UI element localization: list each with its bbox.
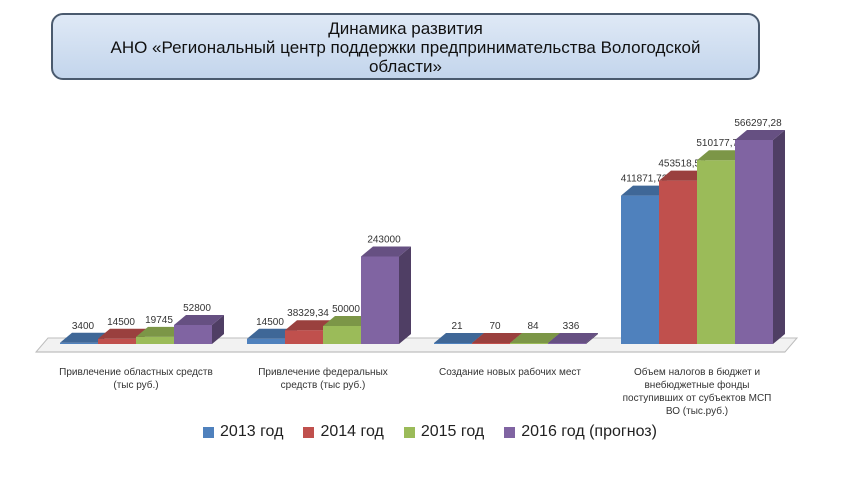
data-label: 84 (527, 321, 539, 332)
legend-swatch (504, 426, 516, 438)
data-label: 21 (451, 321, 463, 332)
legend-label: 2014 год (320, 423, 384, 440)
legend-item: 2014 год (303, 423, 384, 441)
data-label: 14500 (107, 317, 135, 328)
data-label: 52800 (183, 303, 211, 314)
title-line-2: АНО «Региональный центр поддержки предпр… (110, 38, 701, 57)
bar-front (472, 343, 510, 344)
bar-front (659, 180, 697, 344)
data-label: 336 (563, 321, 580, 332)
legend-item: 2013 год (203, 423, 283, 441)
bar-top (434, 333, 484, 343)
bar-top (361, 246, 411, 257)
bar (174, 314, 224, 344)
bar-top (136, 326, 186, 337)
bar-top (60, 332, 110, 343)
category-label: Привлечение областных средств (тыс руб.) (59, 366, 213, 391)
bar (697, 150, 747, 344)
category-label: Создание новых рабочих мест (439, 366, 581, 378)
bar-top (174, 314, 224, 325)
bar-top (510, 333, 560, 343)
bar-top (323, 315, 373, 326)
bar-top (472, 333, 522, 343)
data-label: 50000 (332, 304, 360, 315)
title-line-3: области» (368, 57, 443, 76)
bar (323, 315, 373, 344)
bar-front (60, 342, 98, 344)
legend-item: 2016 год (прогноз) (504, 423, 657, 441)
data-label: 243000 (367, 234, 401, 245)
bar-front (621, 195, 659, 344)
data-label: 510177,73 (696, 138, 744, 149)
legend-label: 2016 год (прогноз) (521, 423, 657, 440)
bar-front (361, 256, 399, 344)
legend-label: 2013 год (220, 423, 284, 440)
bar-top (548, 333, 598, 343)
bar (735, 130, 785, 344)
bar-front (697, 160, 735, 344)
bar-top (659, 170, 709, 181)
bar-front (285, 330, 323, 344)
data-label: 411871,72 (621, 174, 668, 185)
bar-front (98, 338, 136, 344)
chart-title: Динамика развития АНО «Региональный цент… (51, 13, 760, 80)
legend-swatch (303, 426, 315, 438)
bar-side (773, 130, 785, 344)
legend-swatch (203, 426, 215, 438)
legend: 2013 год 2014 год 2015 год 2016 год (прогно… (190, 423, 670, 441)
category-label: Объем налогов в бюджет и внебюджетные фон… (623, 366, 772, 417)
legend-item: 2015 год (403, 423, 485, 441)
data-label: 70 (489, 321, 501, 332)
bar-top (697, 150, 747, 161)
bar-top (735, 130, 785, 140)
bar (361, 246, 411, 344)
data-label: 453518,57 (658, 159, 706, 170)
legend-swatch (403, 426, 415, 438)
bar-front (323, 325, 361, 344)
bar-front (174, 324, 212, 344)
bar (548, 333, 598, 344)
bar-top (247, 328, 297, 339)
data-label: 14500 (256, 317, 284, 328)
data-label: 19745 (145, 315, 173, 326)
bar-top (98, 328, 148, 339)
bar-front (735, 140, 773, 344)
bar-front (434, 343, 472, 344)
data-label: 566297,28 (734, 118, 782, 129)
data-label: 3400 (72, 321, 95, 332)
bar-front (136, 336, 174, 344)
bar-side (399, 246, 411, 344)
legend-label: 2015 год (420, 423, 485, 440)
bar-front (247, 338, 285, 344)
bar-front (510, 343, 548, 344)
bar-side (586, 333, 598, 344)
title-line-1: Динамика развития (328, 19, 483, 38)
bar-side (212, 314, 224, 344)
bar-top (621, 185, 671, 196)
category-label: Привлечение федеральных средств (тыс руб.… (258, 366, 388, 391)
data-label: 38329,34 (287, 308, 329, 319)
bar-front (548, 343, 586, 344)
bar-top (285, 320, 335, 331)
